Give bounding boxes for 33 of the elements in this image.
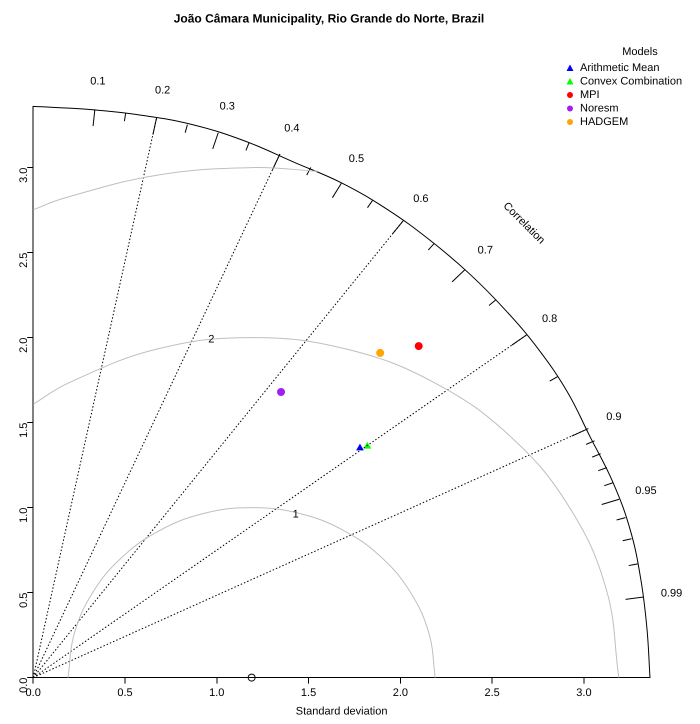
annotation: 1 [292,508,299,520]
legend-label: Convex Combination [580,76,682,88]
annotation: 0.4 [284,122,300,135]
annotation: 0.7 [478,244,493,256]
y-tick-label: 2.5 [18,252,30,268]
chart-title: João Câmara Municipality, Rio Grande do Norte, Brazil [174,12,484,26]
annotation: 0.1 [90,75,106,88]
y-tick-label: 1.0 [18,508,30,523]
x-tick-label: 1.0 [209,687,224,700]
x-tick-label: 2.0 [392,687,408,700]
annotation: 0.99 [660,587,682,600]
annotation: 0.8 [542,312,558,325]
legend-label: HADGEM [580,116,628,128]
legend-title: Models [622,46,658,58]
annotation: 0.3 [220,100,235,112]
x-tick-label: 1.5 [300,687,316,700]
annotation: 0.2 [154,84,170,97]
y-tick-label: 3.0 [18,168,30,183]
x-tick-label: 3.0 [576,687,592,700]
legend-label: MPI [580,89,600,102]
legend-label: Noresm [580,102,619,115]
y-tick-label: 1.5 [18,422,30,438]
annotation: 0.9 [606,411,622,424]
y-tick-label: 2.0 [18,338,30,353]
annotation: 0.5 [348,153,364,166]
x-axis-title: Standard deviation [296,705,388,718]
x-tick-label: 2.5 [484,687,500,700]
y-tick-label: 0.5 [18,592,30,608]
legend-label: Arithmetic Mean [580,62,660,74]
annotation: 2 [208,333,214,346]
annotation: 0.6 [413,192,429,205]
annotation: 0.95 [635,485,657,498]
x-tick-label: 0.5 [117,687,133,700]
